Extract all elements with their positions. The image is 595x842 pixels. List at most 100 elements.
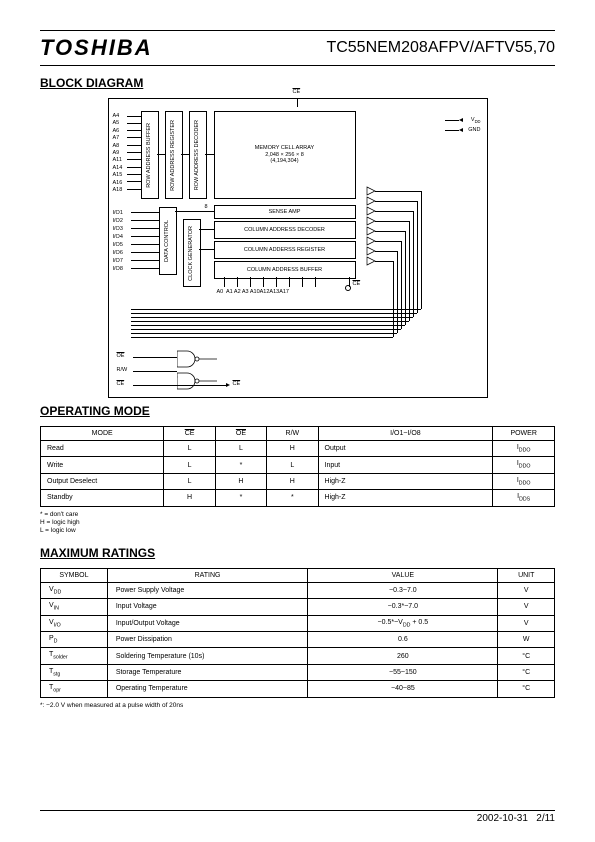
wire: [421, 191, 422, 309]
wire: [315, 277, 316, 287]
wire: [133, 371, 177, 372]
col-addr-pins: A0 A1 A2 A3 A10A12A13A17: [217, 289, 289, 295]
table-row: PD Power Dissipation 0.6 W: [41, 632, 555, 648]
table-row: Read L L H Output IDDO: [41, 441, 555, 457]
row-decoder-block: ROW ADDRESS DECODER: [189, 111, 207, 199]
wire: [199, 229, 214, 230]
mem-line: MEMORY CELL ARRAY: [255, 145, 314, 152]
ce-bottom-label: CE: [117, 381, 125, 387]
wire: [302, 277, 303, 287]
wire: [413, 211, 414, 317]
vdd-label: VDD: [471, 117, 481, 124]
table-row: SYMBOL RATING VALUE UNIT: [41, 568, 555, 582]
operating-mode-title: OPERATING MODE: [40, 404, 555, 418]
wire: [131, 317, 413, 318]
footer-page: 2/11: [536, 813, 555, 824]
arrow-icon: [226, 383, 230, 387]
note-line: * = don't care: [40, 511, 555, 519]
footer-date: 2002-10-31: [477, 813, 528, 824]
row-buffer-block: ROW ADDRESS BUFFER: [141, 111, 159, 199]
ce-right-label: CE: [353, 281, 361, 287]
wire: [127, 167, 141, 168]
wire: [127, 181, 141, 182]
wire: [263, 277, 264, 287]
wire: [131, 333, 397, 334]
note-line: H = logic high: [40, 519, 555, 527]
wire: [237, 277, 238, 287]
rule-under: [40, 65, 555, 66]
wire: [375, 231, 405, 232]
wire: [199, 249, 214, 250]
col-rating: RATING: [107, 568, 307, 582]
wire: [405, 231, 406, 325]
wire: [409, 221, 410, 321]
wire: [289, 277, 290, 287]
table-row: VDD Power Supply Voltage −0.3~7.0 V: [41, 582, 555, 598]
col-unit: UNIT: [498, 568, 555, 582]
wire: [127, 152, 141, 153]
page: TOSHIBA TC55NEM208AFPV/AFTV55,70 BLOCK D…: [0, 0, 595, 842]
wire: [181, 154, 189, 155]
wire: [175, 211, 215, 212]
wire: [417, 201, 418, 313]
col-io: I/O1~I/O8: [318, 427, 493, 441]
wire: [131, 337, 393, 338]
maximum-ratings-table: SYMBOL RATING VALUE UNIT VDD Power Suppl…: [40, 568, 555, 698]
wire: [375, 201, 417, 202]
wire: [375, 251, 397, 252]
arrow-icon: [459, 128, 463, 132]
wire: [131, 313, 417, 314]
wire: [133, 357, 177, 358]
wire: [131, 244, 159, 245]
col-value: VALUE: [308, 568, 498, 582]
wire: [250, 277, 251, 287]
wire: [157, 154, 165, 155]
row-register-block: ROW ADDRESS REGISTER: [165, 111, 183, 199]
table-row: Topr Operating Temperature −40~85 °C: [41, 681, 555, 697]
wire: [127, 123, 141, 124]
wire: [131, 268, 159, 269]
wire: [127, 116, 141, 117]
mode-notes: * = don't care H = logic high L = logic …: [40, 511, 555, 536]
wire: [375, 211, 413, 212]
header: TOSHIBA TC55NEM208AFPV/AFTV55,70: [40, 35, 555, 61]
wire: [131, 325, 405, 326]
wire: [297, 99, 298, 107]
rule-top: [40, 30, 555, 31]
wire: [375, 221, 409, 222]
table-row: MODE CE OE R/W I/O1~I/O8 POWER: [41, 427, 555, 441]
mem-line: 2,048 × 256 × 8: [265, 152, 304, 159]
wire: [131, 321, 409, 322]
maximum-ratings-title: MAXIMUM RATINGS: [40, 546, 555, 560]
wire: [131, 260, 159, 261]
col-register-block: COLUMN ADDERSS REGISTER: [214, 241, 356, 259]
wire: [127, 130, 141, 131]
table-row: Output Deselect L H H High-Z IDDO: [41, 473, 555, 489]
wire: [131, 309, 421, 310]
wire: [224, 277, 225, 287]
brand: TOSHIBA: [40, 35, 153, 61]
wire: [127, 137, 141, 138]
wire: [375, 261, 393, 262]
io-pins: I/O1 I/O2 I/O3 I/O4 I/O5 I/O6 I/O7 I/O8: [113, 209, 123, 273]
wire: [131, 220, 159, 221]
wire: [375, 241, 401, 242]
oe-label: OE: [117, 353, 125, 359]
wire: [131, 329, 401, 330]
memory-array-block: MEMORY CELL ARRAY 2,048 × 256 × 8 (4,194…: [214, 111, 356, 199]
operating-mode-table: MODE CE OE R/W I/O1~I/O8 POWER Read L L …: [40, 426, 555, 507]
wire: [127, 145, 141, 146]
col-power: POWER: [493, 427, 555, 441]
part-number: TC55NEM208AFPV/AFTV55,70: [326, 39, 555, 57]
table-row: VI/O Input/Output Voltage −0.5*~VDD + 0.…: [41, 615, 555, 631]
col-symbol: SYMBOL: [41, 568, 108, 582]
col-decoder-block: COLUMN ADDRESS DECODER: [214, 221, 356, 239]
data-control-block: DATA CONTROL: [159, 207, 177, 275]
wire: [127, 159, 141, 160]
col-ce: CE: [164, 427, 215, 441]
footer: 2002-10-31 2/11: [40, 810, 555, 824]
wire: [401, 241, 402, 329]
wire: [127, 174, 141, 175]
wire: [375, 191, 421, 192]
wire: [276, 277, 277, 287]
